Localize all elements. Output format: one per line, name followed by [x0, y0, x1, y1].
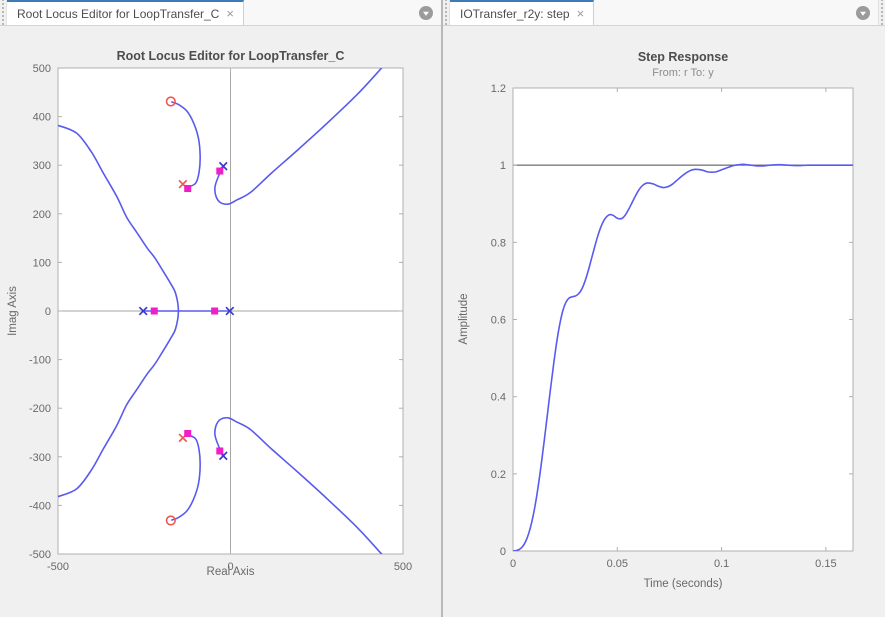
root-locus-figure: -500 0 500 500 400 300 200 100 0 -100 -200 -300 -400…	[0, 26, 441, 617]
svg-text:0.15: 0.15	[815, 558, 836, 570]
svg-text:100: 100	[33, 257, 51, 269]
svg-text:-300: -300	[29, 452, 51, 464]
step-response-panel: IOTransfer_r2y: step × 0 0.05 0.1 0.15 0 0.2 0…	[443, 0, 885, 617]
tab-io-transfer-step[interactable]: IOTransfer_r2y: step ×	[450, 0, 595, 25]
svg-text:-500: -500	[29, 549, 51, 561]
root-locus-panel: Root Locus Editor for LoopTransfer_C × -…	[0, 0, 443, 617]
svg-text:0.05: 0.05	[607, 558, 628, 570]
tabbar-spacer	[244, 0, 419, 25]
chevron-down-icon	[423, 11, 429, 16]
tab-label: IOTransfer_r2y: step	[460, 6, 570, 21]
svg-text:-100: -100	[29, 355, 51, 367]
panel-actions-button[interactable]	[419, 5, 433, 20]
svg-text:200: 200	[33, 209, 51, 221]
step-response-ylabel: Amplitude	[458, 293, 470, 345]
svg-text:0: 0	[510, 558, 516, 570]
svg-text:0: 0	[227, 561, 233, 573]
svg-text:1.2: 1.2	[491, 83, 506, 95]
svg-text:0: 0	[45, 306, 51, 318]
tabbar-spacer	[594, 0, 856, 25]
svg-text:400: 400	[33, 112, 51, 124]
root-locus-title: Root Locus Editor for LoopTransfer_C	[116, 49, 345, 63]
panel-grip-handle[interactable]	[0, 0, 7, 25]
svg-text:0.6: 0.6	[491, 315, 506, 327]
svg-text:-400: -400	[29, 500, 51, 512]
close-icon[interactable]: ×	[576, 6, 585, 21]
close-icon[interactable]: ×	[226, 6, 234, 21]
step-response-title: Step Response	[637, 50, 729, 64]
root-locus-plot[interactable]: -500 0 500 500 400 300 200 100 0 -100 -200 -300 -400…	[0, 26, 443, 617]
root-locus-xlabel: Real Axis	[206, 566, 255, 578]
panel-actions-button[interactable]	[856, 5, 870, 20]
svg-text:500: 500	[394, 561, 412, 573]
panel-grip-handle-right[interactable]	[878, 0, 885, 25]
step-response-figure: 0 0.05 0.1 0.15 0 0.2 0.4 0.6 0.8 1 1.2 Step Respo…	[443, 26, 885, 617]
svg-text:500: 500	[33, 63, 51, 75]
svg-text:-200: -200	[29, 403, 51, 415]
svg-text:0.4: 0.4	[491, 392, 506, 404]
step-response-xlabel: Time (seconds)	[643, 578, 723, 590]
svg-text:0.8: 0.8	[491, 237, 506, 249]
svg-text:1: 1	[500, 160, 506, 172]
svg-text:-500: -500	[47, 561, 69, 573]
chevron-down-icon	[860, 11, 866, 16]
step-response-tabbar: IOTransfer_r2y: step ×	[443, 0, 885, 26]
svg-text:300: 300	[33, 160, 51, 172]
tab-label: Root Locus Editor for LoopTransfer_C	[17, 6, 220, 21]
step-response-plot[interactable]: 0 0.05 0.1 0.15 0 0.2 0.4 0.6 0.8 1 1.2	[443, 26, 885, 617]
root-locus-tabbar: Root Locus Editor for LoopTransfer_C ×	[0, 0, 441, 26]
step-response-subtitle: From: r To: y	[652, 67, 714, 79]
svg-text:0.2: 0.2	[491, 469, 506, 481]
tab-root-locus-editor[interactable]: Root Locus Editor for LoopTransfer_C ×	[7, 0, 244, 25]
panel-grip-handle[interactable]	[443, 0, 450, 25]
root-locus-ylabel: Imag Axis	[7, 286, 19, 336]
svg-text:0.1: 0.1	[714, 558, 729, 570]
svg-text:0: 0	[500, 546, 506, 558]
